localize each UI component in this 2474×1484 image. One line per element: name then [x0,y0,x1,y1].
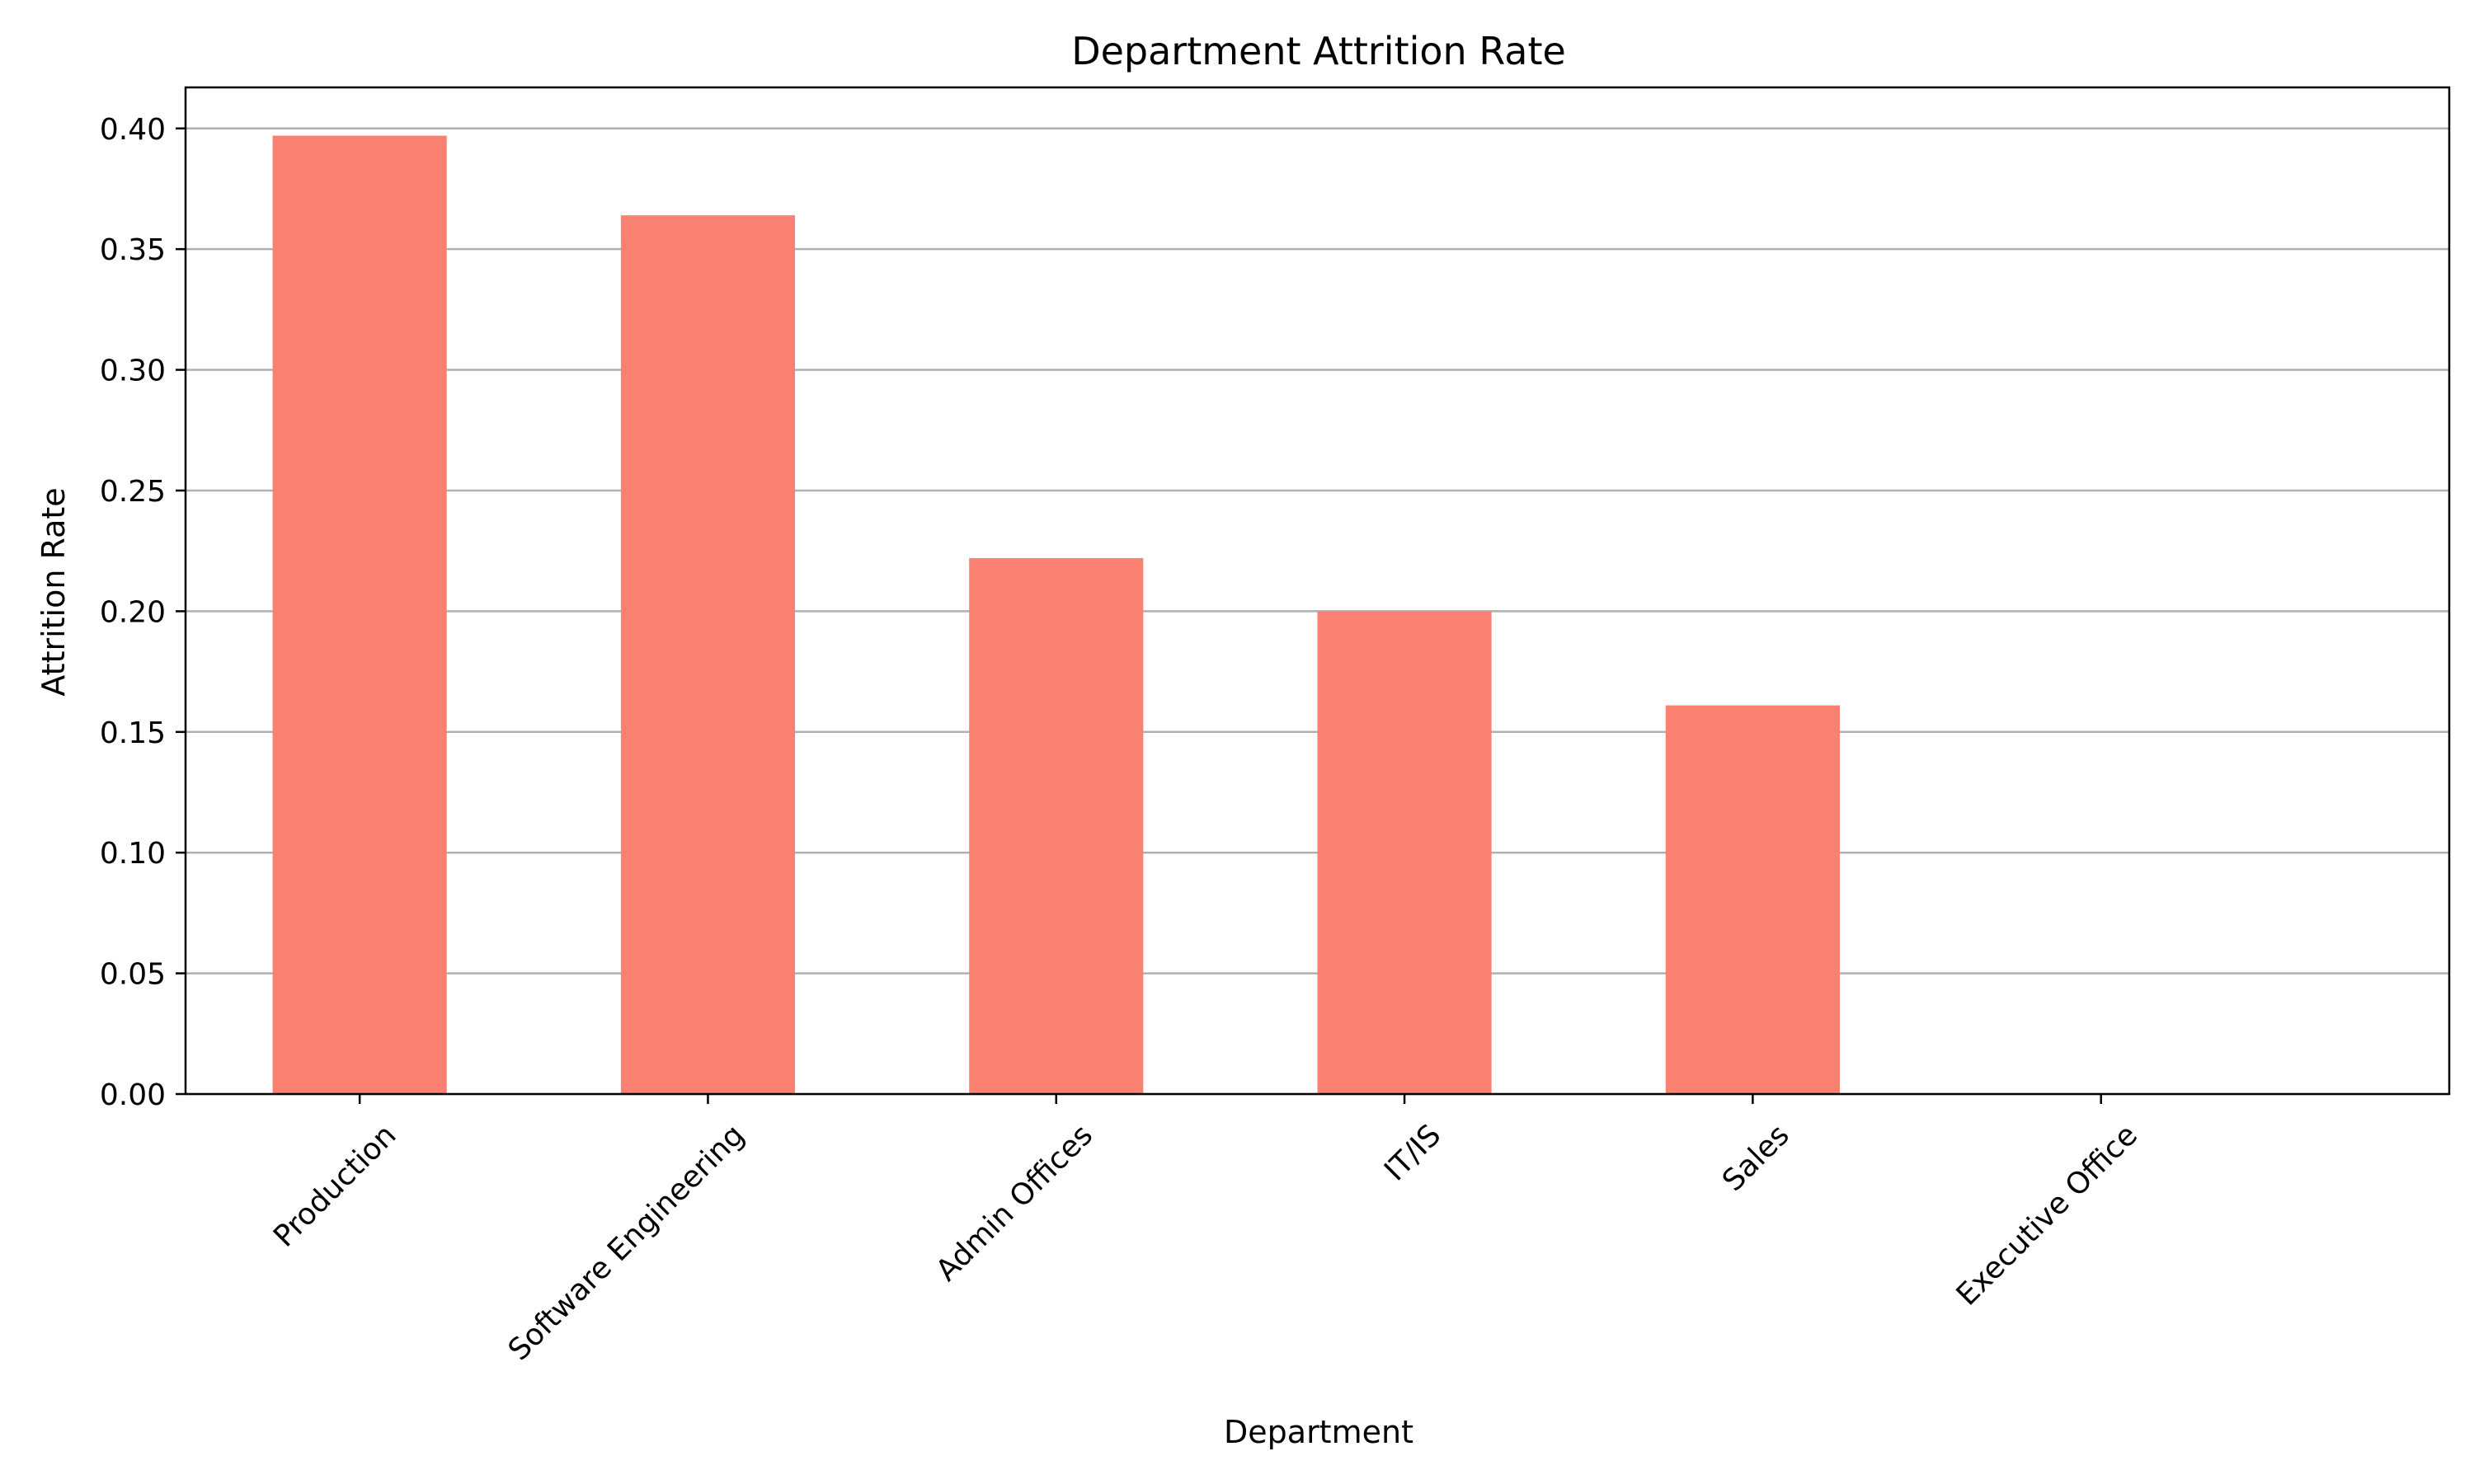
y-tick-label: 0.15 [100,716,166,750]
y-tick-label: 0.10 [100,837,166,871]
y-tick-label: 0.05 [100,958,166,992]
bar-software-engineering [620,215,796,1095]
x-axis-label: Department [1224,1414,1413,1450]
chart-title: Department Attrition Rate [1071,29,1566,73]
y-tick-label: 0.30 [100,355,166,388]
bar-admin-offices [969,557,1144,1094]
bar-sales [1665,705,1840,1094]
y-tick-label: 0.00 [100,1078,166,1112]
y-tick-label: 0.25 [100,475,166,509]
y-axis-label: Attrition Rate [35,487,72,696]
y-axis-ticks: 0.00 0.05 0.10 0.15 0.20 0.25 0.30 0.35 0.40 [100,113,186,1112]
y-tick-label: 0.40 [100,113,166,147]
y-tick-label: 0.20 [100,595,166,629]
y-tick-label: 0.35 [100,233,166,267]
bars [272,135,1840,1095]
bar-production [272,135,447,1094]
plot-frame [184,86,2451,1096]
bar-it-is [1317,611,1492,1094]
